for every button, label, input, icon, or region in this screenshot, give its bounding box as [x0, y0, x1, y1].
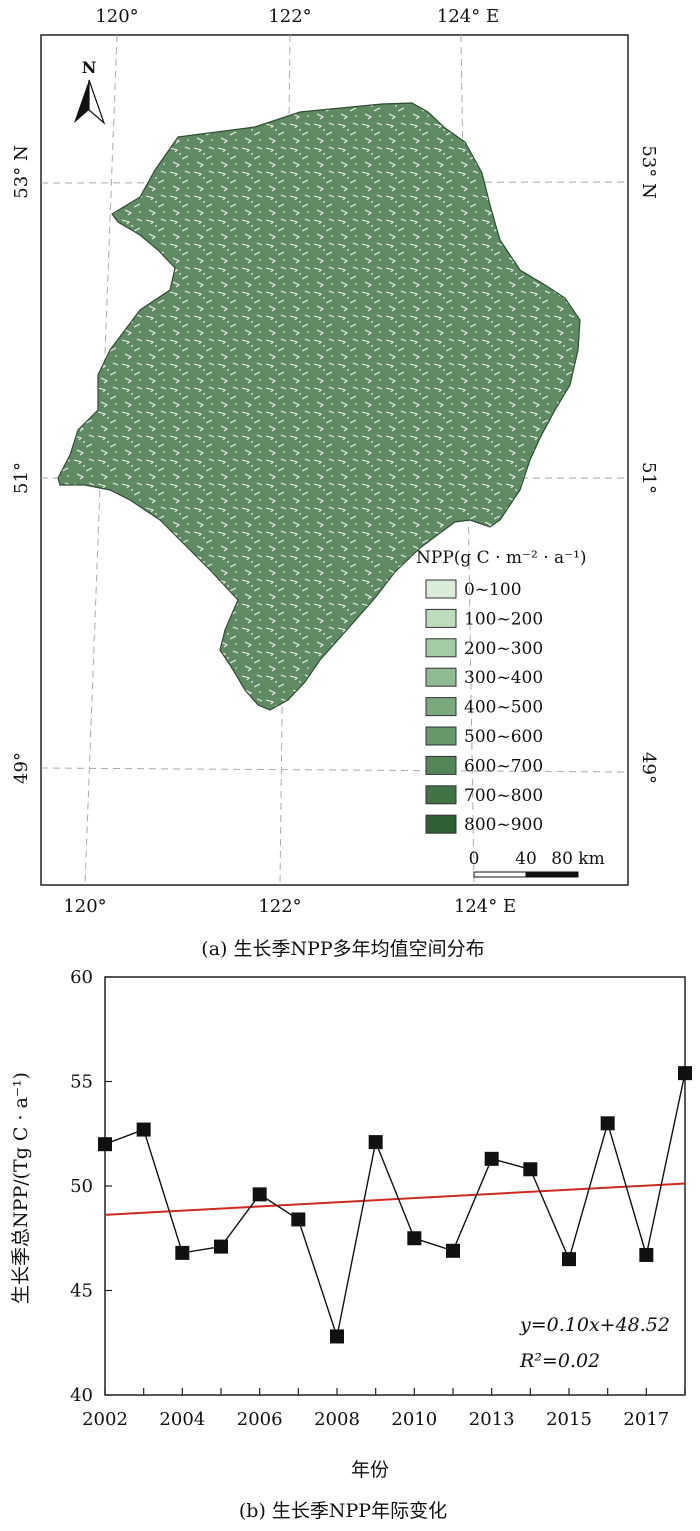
bottom-tick-122: 122° [258, 896, 301, 917]
legend-label: 400~500 [464, 698, 543, 718]
scale-bar: 0 40 80 km [469, 849, 605, 878]
data-point [368, 1135, 383, 1150]
chart-caption: (b) 生长季NPP年际变化 [239, 1500, 447, 1522]
data-point [330, 1329, 344, 1344]
legend-title: NPP(g C · m⁻² · a⁻¹) [416, 548, 587, 568]
data-point [678, 1066, 692, 1081]
x-tick-label: 2015 [546, 1409, 592, 1430]
data-point [214, 1239, 228, 1254]
legend-label: 800~900 [464, 815, 543, 835]
north-arrow-icon: N [74, 58, 106, 125]
legend-swatch [425, 608, 457, 628]
legend-swatch [425, 697, 457, 717]
y-tick-label: 55 [70, 1072, 93, 1093]
scale-label-0: 0 [469, 849, 480, 869]
right-tick-51: 51° [638, 462, 659, 494]
x-axis-label: 年份 [351, 1459, 389, 1481]
legend-label: 300~400 [464, 668, 543, 688]
bottom-tick-120: 120° [63, 896, 106, 917]
y-tick-label: 50 [70, 1176, 93, 1197]
map-caption: (a) 生长季NPP多年均值空间分布 [201, 938, 484, 960]
legend-label: 600~700 [464, 756, 543, 776]
data-point [291, 1212, 306, 1227]
x-tick-label: 2004 [159, 1409, 205, 1430]
trend-r2: R²=0.02 [519, 1350, 600, 1372]
left-tick-51: 51° [11, 462, 32, 494]
x-axis-ticks: 2002 2004 2006 2008 2010 2013 2015 2017 [82, 1388, 686, 1430]
north-label: N [82, 58, 97, 77]
top-tick-120: 120° [95, 6, 138, 27]
legend-label: 500~600 [464, 727, 543, 747]
legend-label: 200~300 [464, 639, 543, 659]
right-tick-53: 53° N [638, 145, 659, 198]
data-point [407, 1231, 422, 1246]
right-tick-49: 49° [638, 752, 659, 784]
series-line [104, 1072, 686, 1340]
y-tick-label: 45 [70, 1281, 93, 1302]
scale-label-80: 80 km [551, 849, 604, 869]
map-panel: N 120° 122° 124° E 120° 122° 124° E 53° … [11, 6, 659, 960]
top-tick-124: 124° E [437, 6, 499, 27]
legend-swatch [425, 638, 457, 658]
y-tick-label: 40 [70, 1385, 93, 1406]
trend-line [104, 1182, 686, 1216]
trend-equation: y=0.10x+48.52 [519, 1314, 670, 1336]
data-point [175, 1245, 190, 1260]
bottom-tick-124: 124° E [454, 896, 516, 917]
top-tick-122: 122° [268, 6, 311, 27]
x-tick-label: 2013 [469, 1409, 515, 1430]
data-point [136, 1122, 151, 1137]
data-point [252, 1187, 267, 1202]
legend-swatch [425, 785, 457, 805]
legend-label: 700~800 [464, 786, 543, 806]
left-tick-49: 49° [11, 752, 32, 784]
x-tick-label: 2010 [391, 1409, 437, 1430]
legend-label: 100~200 [464, 609, 543, 629]
scale-label-40: 40 [515, 849, 537, 869]
y-tick-label: 60 [70, 967, 93, 988]
data-point [446, 1243, 460, 1258]
data-point [562, 1252, 576, 1267]
data-point [98, 1137, 112, 1152]
x-tick-label: 2017 [623, 1409, 669, 1430]
data-point [639, 1247, 654, 1262]
data-point [600, 1116, 615, 1131]
data-markers [98, 1066, 692, 1344]
legend-label: 0~100 [464, 580, 522, 600]
x-tick-label: 2006 [237, 1409, 283, 1430]
legend-swatch [425, 814, 457, 834]
npp-region-shape [57, 102, 581, 711]
legend-swatch [425, 579, 457, 599]
x-tick-label: 2002 [82, 1409, 128, 1430]
y-axis-label: 生长季总NPP/(Tg C · a⁻¹) [10, 1072, 32, 1304]
data-point [484, 1151, 499, 1166]
legend-swatch [425, 755, 457, 775]
map-tick-labels: 120° 122° 124° E 120° 122° 124° E 53° N … [11, 6, 659, 917]
legend-swatch [425, 667, 457, 687]
left-tick-53: 53° N [11, 145, 32, 198]
legend-items: 0~100 100~200 200~300 300~400 400~500 500~600… [425, 579, 543, 835]
map-legend: NPP(g C · m⁻² · a⁻¹) 0~100 100~200 200~300… [416, 548, 587, 835]
y-axis-ticks: 40 45 50 55 60 [70, 967, 112, 1406]
legend-swatch [425, 726, 457, 746]
x-tick-label: 2008 [314, 1409, 360, 1430]
data-point [523, 1162, 538, 1177]
